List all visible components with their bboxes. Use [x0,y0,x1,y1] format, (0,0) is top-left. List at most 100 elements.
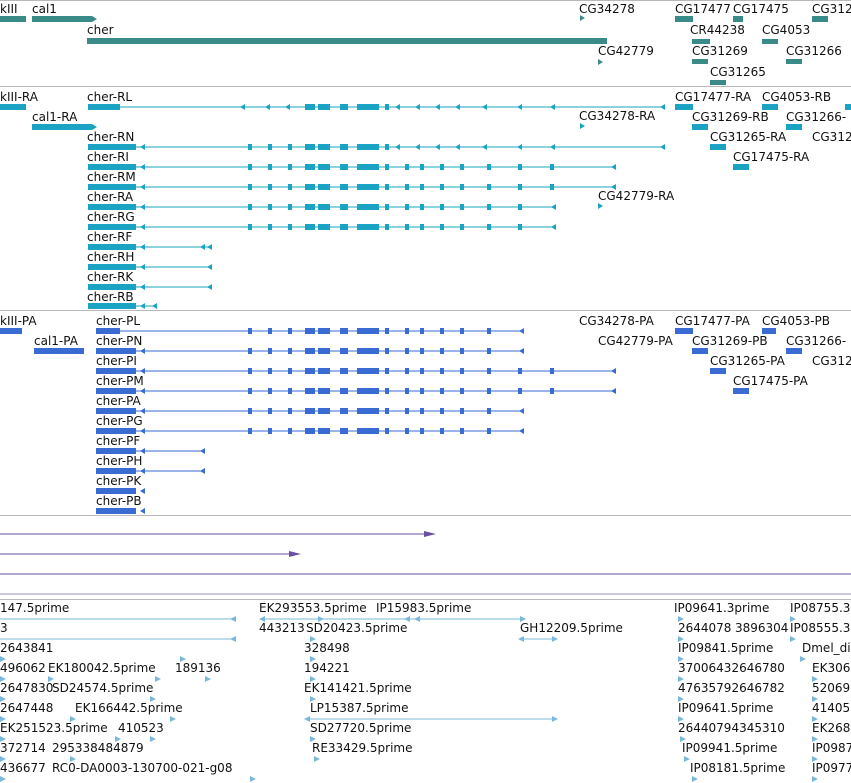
protein-label: CG312 [812,354,851,368]
est-label: 2647830 [0,681,54,695]
gene-track-glyphs [0,15,828,85]
transcript-label: CG31269-RB [692,110,769,124]
est-label: 2647448 [0,701,54,715]
est-label: 436677 [0,761,46,775]
est-label: 194221 [304,661,350,675]
est-label: 3896304 [735,621,789,635]
est-label: EK180042.5prime [48,661,156,675]
est-label: EK268 [812,721,851,735]
protein-label: CG17475-PA [733,374,808,388]
protein-label: cher-PN [96,334,143,348]
gene-label: CG4053 [762,23,811,37]
gene-label: CR44238 [690,23,745,37]
protein-label: cal1-PA [34,334,78,348]
protein-label: cher-PH [96,454,143,468]
est-label: SD24574.5prime [52,681,154,695]
transcript-label: cher-RA [87,190,134,204]
transcript-label: cher-RI [87,150,129,164]
gene-bar-cher[interactable] [87,38,607,44]
gene-bar-CG31269[interactable] [692,59,708,64]
est-track: 147.5prime 3 2643841 496062 EK180042.5pr… [0,599,851,783]
gene-bar-CG4053[interactable] [762,39,778,44]
gene-label: cher [87,23,114,37]
transcript-track-glyphs [0,104,851,309]
gene-bar-CR44238[interactable] [692,39,710,44]
gene-bar-CG312[interactable] [812,16,828,22]
est-label: Dmel_dig [802,641,851,655]
est-label: EK141421.5prime [304,681,412,695]
protein-track: kIII-PA cal1-PA cher-PL cher-PN cher-PI … [0,310,851,516]
transcript-label: cher-RN [87,130,135,144]
est-label: 41405 [812,701,851,715]
alignment-track [0,515,851,600]
est-label: EK166442.5prime [75,701,183,715]
est-label: 295338484879 [52,741,144,755]
protein-label: CG17477-PA [675,314,750,328]
transcript-label: cher-RK [87,270,134,284]
protein-label: cher-PL [96,314,141,328]
transcript-label: CG312 [812,130,851,144]
transcript-label: CG17475-RA [733,150,810,164]
transcript-label: CG31265-RA [710,130,787,144]
protein-label: kIII-PA [0,314,37,328]
gene-bar-CG17475[interactable] [733,16,743,22]
transcript-label: CG31266- [786,110,847,124]
protein-label: cher-PK [96,474,142,488]
gene-track: kIII cal1 cher CG34278 CG17477 CG17475 C… [0,0,851,87]
gene-bar-kIII[interactable] [0,16,26,22]
protein-label: CG31269-PB [692,334,768,348]
est-label: 47635792646782 [678,681,785,695]
gene-label: CG17475 [733,2,789,16]
gene-bar-CG31266[interactable] [786,59,802,64]
est-label: 2643841 [0,641,54,655]
est-label: 189136 [175,661,221,675]
est-label: 496062 [0,661,46,675]
protein-label: cher-PA [96,394,141,408]
protein-label: cher-PM [96,374,144,388]
protein-label: cher-PB [96,494,142,508]
est-label: RE33429.5prime [312,741,413,755]
protein-label: CG31265-PA [710,354,785,368]
est-label: 410523 [118,721,164,735]
est-label: SD27720.5prime [310,721,412,735]
transcript-label: cher-RG [87,210,135,224]
est-label: RC0-DA0003-130700-021-g08 [52,761,233,775]
transcript-label: CG42779-RA [598,189,675,203]
protein-label: CG42779-PA [598,334,673,348]
gene-label: CG17477 [675,2,731,16]
gene-bar-CG34278[interactable] [580,15,585,21]
est-label: SD20423.5prime [306,621,408,635]
gene-label: CG34278 [579,2,635,16]
est-track-glyphs [0,616,818,782]
gene-bar-CG17477[interactable] [675,16,693,22]
gene-label: kIII [0,2,18,16]
est-label: EK251523.5prime [0,721,108,735]
est-label: 443213 [259,621,305,635]
transcript-label: cher-RB [87,290,134,304]
gene-label: CG31266 [786,44,842,58]
transcript-label: cher-RL [87,90,133,104]
protein-label: cher-PI [96,354,137,368]
transcript-track: kIII-RA cal1-RA cher-RL cher-RN cher-RI … [0,86,851,311]
est-label: 328498 [304,641,350,655]
transcript-label: cher-RF [87,230,133,244]
est-label: IP0977 [812,761,851,775]
protein-label: CG34278-PA [579,314,654,328]
gene-bar-CG42779[interactable] [598,59,603,65]
est-label: IP08181.5prime [690,761,786,775]
est-label: 372714 [0,741,46,755]
est-label: 147.5prime [0,601,70,615]
est-label: IP0987 [812,741,851,755]
gene-bar-cal1[interactable] [32,16,92,22]
est-label: GH12209.5prime [520,621,623,635]
transcript-label: CG17477-RA [675,90,752,104]
gene-label: CG31269 [692,44,748,58]
gene-label: CG42779 [598,44,654,58]
protein-label: CG31266- [786,334,847,348]
gene-bar-CG31265[interactable] [710,80,726,85]
protein-track-glyphs [0,328,802,514]
est-label: 52069 [812,681,851,695]
transcript-label: cher-RH [87,250,135,264]
est-label: IP09841.5prime [678,641,774,655]
